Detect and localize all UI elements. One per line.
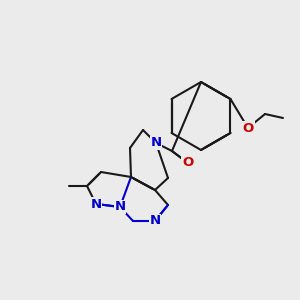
Text: O: O [182,157,194,169]
Text: N: N [149,214,161,227]
Text: N: N [150,136,162,149]
Text: N: N [114,200,126,214]
Text: N: N [90,197,102,211]
Text: O: O [242,122,253,134]
